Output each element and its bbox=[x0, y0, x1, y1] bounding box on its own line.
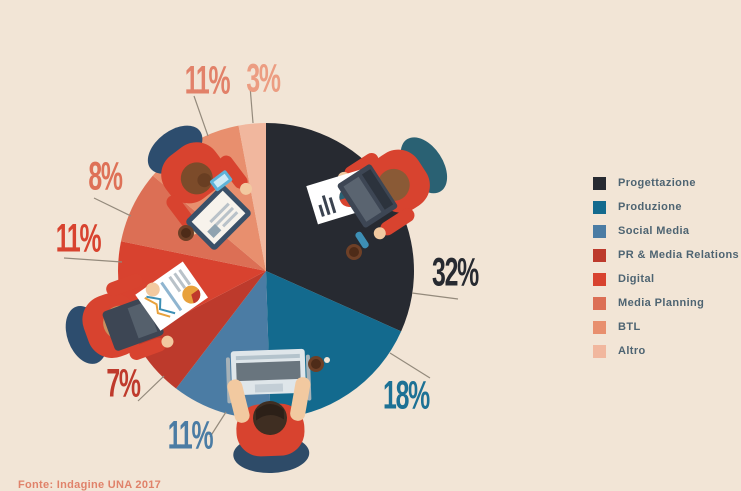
left-arm bbox=[227, 379, 250, 423]
left-arm bbox=[219, 155, 248, 189]
leader-line bbox=[389, 352, 431, 379]
hair-bun bbox=[197, 173, 212, 188]
legend-item: Progettazione bbox=[593, 176, 739, 190]
legend-item: Digital bbox=[593, 272, 739, 286]
coffee-cup bbox=[178, 225, 194, 241]
legend-label: Media Planning bbox=[618, 297, 705, 309]
legend-item: Media Planning bbox=[593, 296, 739, 310]
leader-line bbox=[93, 197, 132, 217]
left-hand bbox=[145, 282, 160, 297]
leader-line bbox=[249, 85, 254, 124]
pie-slice-pr-media-relations bbox=[134, 271, 266, 389]
legend-label: Progettazione bbox=[618, 177, 696, 189]
legend-label: PR & Media Relations bbox=[618, 249, 740, 261]
pie-slice-altro bbox=[238, 123, 266, 271]
left-arm bbox=[106, 273, 143, 297]
pie-value-label: 11% bbox=[184, 58, 231, 103]
legend-item: Social Media bbox=[593, 224, 739, 238]
legend-swatch bbox=[593, 200, 606, 214]
person-left-illustration bbox=[65, 261, 209, 364]
legend-swatch bbox=[593, 224, 606, 238]
leader-line bbox=[63, 257, 123, 263]
legend-swatch bbox=[593, 296, 606, 310]
legend-label: Produzione bbox=[618, 201, 682, 213]
pen bbox=[355, 231, 369, 249]
left-arm bbox=[380, 208, 415, 236]
right-arm bbox=[129, 337, 167, 360]
pie-value-label: 7% bbox=[106, 361, 141, 406]
label-leader-lines bbox=[63, 85, 459, 438]
pie-value-label: 32% bbox=[432, 250, 479, 295]
hair-fringe bbox=[255, 404, 285, 421]
pie-value-label: 18% bbox=[383, 373, 430, 418]
leader-line bbox=[209, 411, 227, 438]
legend: Progettazione Produzione Social Media PR & … bbox=[593, 176, 739, 368]
legend-item: Altro bbox=[593, 344, 739, 358]
right-hand bbox=[161, 335, 174, 348]
coffee-cup bbox=[346, 244, 362, 260]
laptop bbox=[230, 348, 307, 396]
document-with-charts bbox=[135, 261, 209, 331]
legend-item: Produzione bbox=[593, 200, 739, 214]
legend-item: PR & Media Relations bbox=[593, 248, 739, 262]
legend-label: Digital bbox=[618, 273, 655, 285]
pie-value-label: 3% bbox=[246, 56, 281, 101]
phone-screen bbox=[213, 173, 229, 188]
coffee-cup bbox=[308, 356, 330, 372]
legend-swatch bbox=[593, 272, 606, 286]
leader-line bbox=[193, 95, 209, 137]
person-top-left-illustration bbox=[147, 125, 253, 250]
pie-value-label: 11% bbox=[167, 413, 214, 458]
right-arm bbox=[290, 377, 311, 421]
legend-label: Social Media bbox=[618, 225, 690, 237]
leader-line bbox=[411, 292, 459, 300]
legend-label: Altro bbox=[618, 345, 646, 357]
source-caption: Fonte: Indagine UNA 2017 bbox=[18, 479, 162, 491]
left-hand bbox=[240, 182, 253, 195]
leader-line bbox=[137, 375, 165, 402]
legend-item: BTL bbox=[593, 320, 739, 334]
legend-swatch bbox=[593, 176, 606, 190]
tablet-document bbox=[186, 185, 251, 250]
pie-value-label: 8% bbox=[88, 154, 123, 199]
pie-value-label: 11% bbox=[55, 216, 102, 261]
legend-label: BTL bbox=[618, 321, 641, 333]
laptop bbox=[337, 164, 398, 228]
people-illustrations bbox=[65, 125, 448, 474]
legend-swatch bbox=[593, 248, 606, 262]
person-bottom-illustration bbox=[225, 348, 312, 474]
left-hand bbox=[373, 227, 386, 240]
legend-swatch bbox=[593, 320, 606, 334]
legend-swatch bbox=[593, 344, 606, 358]
person-right-illustration bbox=[306, 137, 448, 249]
